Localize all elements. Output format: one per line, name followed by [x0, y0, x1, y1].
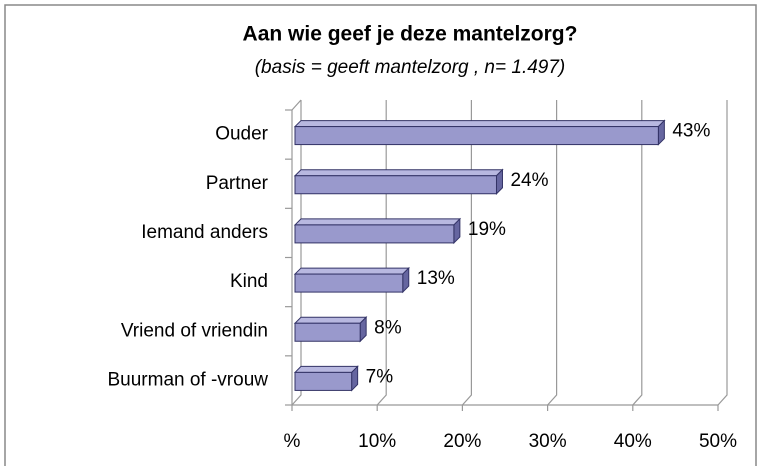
chart-subtitle: (basis = geeft mantelzorg , n= 1.497): [255, 57, 566, 78]
data-label: 13%: [417, 268, 455, 289]
x-tick-label: 20%: [443, 431, 481, 452]
bar: [294, 126, 659, 146]
bar-top: [293, 316, 368, 324]
x-tick-label: 10%: [358, 431, 396, 452]
grid-line: [291, 100, 302, 406]
axis-line: [291, 99, 302, 111]
bar: [294, 273, 404, 293]
grid-line: [461, 100, 472, 406]
bar-top: [293, 218, 462, 226]
bar-top: [293, 365, 359, 373]
y-tick-label: Buurman of -vrouw: [107, 369, 268, 390]
y-tick-label: Partner: [206, 173, 269, 194]
y-tick-label: Vriend of vriendin: [121, 320, 268, 341]
bar-top: [293, 169, 504, 177]
bar: [294, 224, 455, 244]
grid-line: [717, 100, 728, 406]
grid-line: [547, 100, 558, 406]
data-label: 8%: [374, 317, 402, 338]
x-tick-label: 50%: [699, 431, 737, 452]
y-tick-label: Ouder: [215, 124, 268, 145]
data-label: 24%: [510, 170, 548, 191]
grid-line: [632, 100, 643, 406]
chart-title: Aan wie geef je deze mantelzorg?: [243, 23, 578, 46]
y-tick-label: Kind: [230, 271, 268, 292]
bar-top: [293, 267, 410, 275]
x-tick-label: 40%: [614, 431, 652, 452]
grid-line: [376, 100, 387, 406]
data-label: 43%: [672, 121, 710, 142]
bar: [294, 371, 353, 391]
data-label: 19%: [468, 219, 506, 240]
bar: [294, 175, 497, 195]
y-tick-label: Iemand anders: [141, 222, 268, 243]
bar-top: [293, 120, 666, 128]
x-tick-label: 30%: [529, 431, 567, 452]
bar: [294, 322, 361, 342]
data-label: 7%: [366, 366, 394, 387]
x-tick-label: %: [284, 431, 301, 452]
